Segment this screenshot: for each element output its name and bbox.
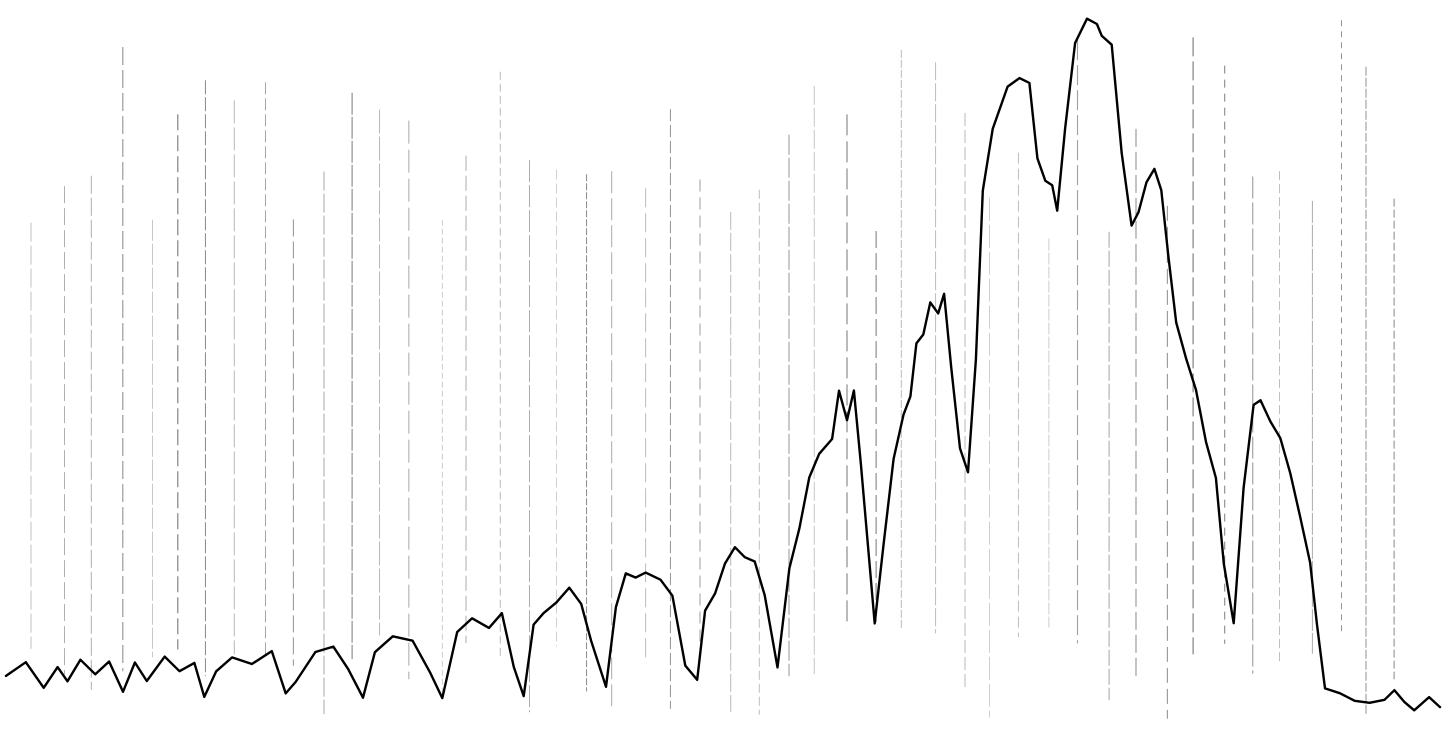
grid-lines [30,20,1395,719]
series-line [4,17,1442,712]
